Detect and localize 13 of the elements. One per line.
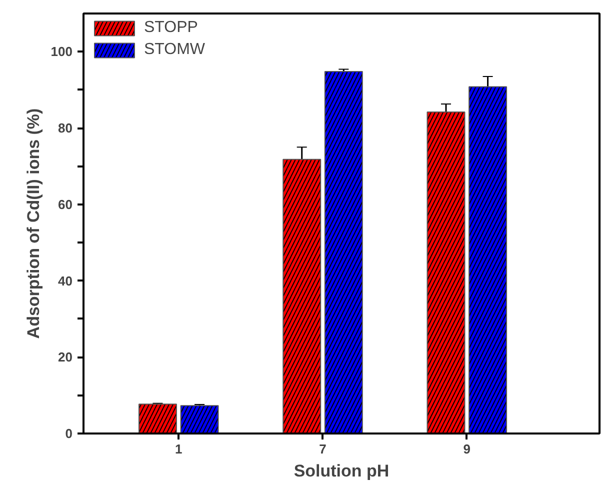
y-tick-label: 80: [58, 120, 73, 136]
legend-label: STOPP: [144, 19, 198, 37]
x-tick-label: 1: [175, 442, 182, 456]
y-tick-label: 20: [58, 350, 73, 365]
y-axis-title: Adsorption of Cd(II) ions (%): [24, 108, 43, 339]
y-tick-label: 40: [58, 273, 73, 288]
x-tick-label: 9: [463, 442, 471, 456]
y-tick-label: 60: [58, 196, 73, 212]
y-tick-label: 0: [65, 426, 73, 441]
x-tick-label: 7: [319, 442, 326, 456]
x-axis-title: Solution pH: [294, 462, 390, 480]
legend-label: STOMW: [144, 41, 206, 59]
y-tick-label: 100: [50, 44, 73, 60]
